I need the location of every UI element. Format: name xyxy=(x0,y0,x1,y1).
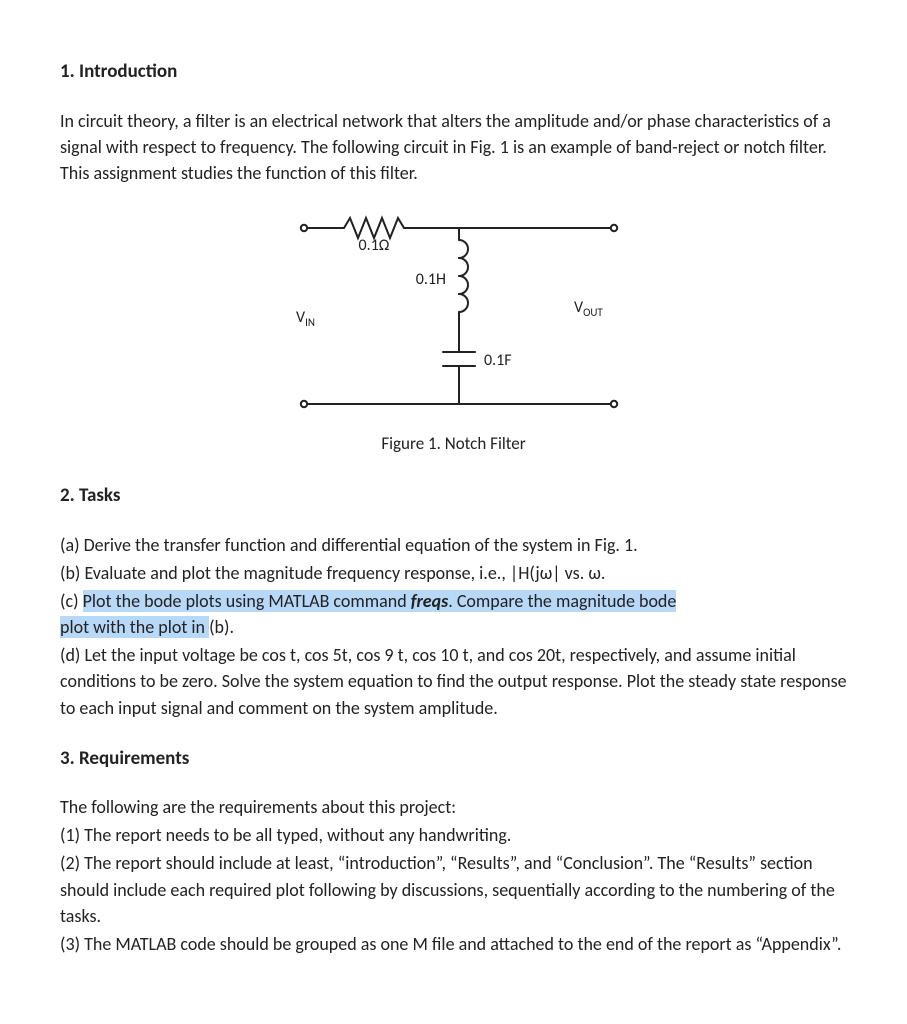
task-c-highlight-cont: plot with the plot in xyxy=(60,616,209,638)
task-a: (a) Derive the transfer function and dif… xyxy=(60,532,847,558)
requirements-lead: The following are the requirements about… xyxy=(60,794,847,820)
section-heading-introduction: 1. Introduction xyxy=(60,58,847,86)
figure-1-caption: Figure 1. Notch Filter xyxy=(60,432,847,457)
inductor-value-label: 0.1H xyxy=(415,270,445,289)
vout-label: VOUT xyxy=(574,298,603,319)
vin-label: VIN xyxy=(296,308,315,329)
figure-1: 0.1Ω 0.1H 0.1F VIN VOUT xyxy=(274,204,634,424)
resistor-value-label: 0.1Ω xyxy=(358,236,389,255)
capacitor-value-label: 0.1F xyxy=(484,351,512,370)
task-d: (d) Let the input voltage be cos t, cos … xyxy=(60,642,847,720)
requirement-2: (2) The report should include at least, … xyxy=(60,850,847,928)
tasks-list: (a) Derive the transfer function and dif… xyxy=(60,532,847,721)
intro-paragraph: In circuit theory, a filter is an electr… xyxy=(60,108,847,186)
requirement-1: (1) The report needs to be all typed, wi… xyxy=(60,822,847,848)
requirement-3: (3) The MATLAB code should be grouped as… xyxy=(60,931,847,957)
requirements-list: The following are the requirements about… xyxy=(60,794,847,957)
task-c-highlight: Plot the bode plots using MATLAB command… xyxy=(83,590,677,612)
section-heading-tasks: 2. Tasks xyxy=(60,482,847,510)
section-heading-requirements: 3. Requirements xyxy=(60,745,847,773)
task-b: (b) Evaluate and plot the magnitude freq… xyxy=(60,560,847,586)
task-c: (c) Plot the bode plots using MATLAB com… xyxy=(60,588,847,640)
notch-filter-circuit-diagram: 0.1Ω 0.1H 0.1F VIN VOUT xyxy=(274,204,634,424)
